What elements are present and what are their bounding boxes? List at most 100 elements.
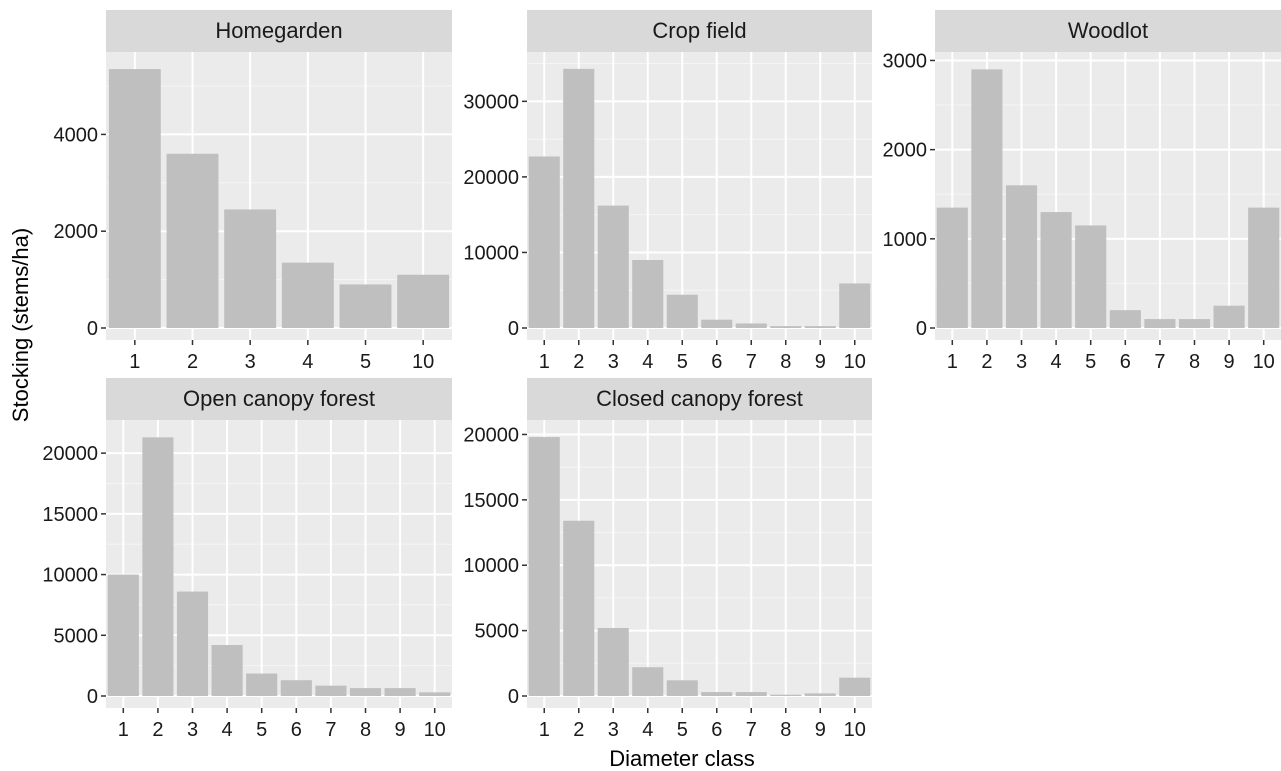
y-tick-label: 20000 [463, 424, 519, 446]
bar [419, 692, 451, 696]
y-tick-label: 10000 [463, 555, 519, 577]
x-tick-label: 4 [642, 719, 653, 741]
bar [1178, 319, 1211, 328]
facet-1: Crop field 0 10000 20000 30000 1 2 3 4 5 6 7 8 9 10 [463, 10, 872, 373]
bar [839, 283, 871, 328]
bar [1248, 207, 1280, 328]
y-tick-label: 2000 [883, 140, 928, 162]
y-tick-label: 15000 [463, 490, 519, 512]
facet-strip [106, 378, 452, 420]
bar [1109, 310, 1141, 328]
facet-2: Woodlot 0 1000 2000 3000 1 2 3 4 5 6 7 8 9 10 [883, 10, 1281, 373]
bar [1213, 305, 1245, 328]
x-tick-label: 7 [746, 719, 757, 741]
x-tick-label: 10 [412, 351, 434, 373]
y-tick-label: 0 [916, 318, 927, 340]
x-tick-label: 1 [539, 719, 550, 741]
x-tick-label: 5 [677, 719, 688, 741]
facet-title: Crop field [652, 18, 746, 43]
bar [528, 437, 560, 696]
facet-3: Open canopy forest 0 5000 10000 15000 20000 1 2… [42, 378, 452, 741]
bar [770, 326, 802, 328]
bar [224, 209, 277, 328]
y-tick-label: 2000 [54, 221, 99, 243]
bar [804, 693, 836, 696]
facet-strip [527, 10, 872, 52]
bar [339, 284, 392, 328]
y-tick-label: 0 [508, 318, 519, 340]
x-tick-label: 5 [1085, 351, 1096, 373]
x-tick-label: 3 [1016, 351, 1027, 373]
x-tick-label: 9 [395, 719, 406, 741]
bar [936, 207, 968, 328]
x-tick-label: 5 [256, 719, 267, 741]
x-tick-label: 3 [245, 351, 256, 373]
x-axis-title: Diameter class [609, 746, 754, 771]
bar [770, 694, 802, 696]
y-tick-label: 0 [87, 318, 98, 340]
bar [1005, 185, 1038, 328]
y-tick-label: 5000 [54, 625, 99, 647]
bar [1144, 319, 1176, 328]
x-tick-label: 7 [325, 719, 336, 741]
bar [280, 680, 312, 696]
y-tick-label: 10000 [42, 565, 98, 587]
bar [211, 645, 243, 696]
x-tick-label: 7 [1154, 351, 1165, 373]
bar [1075, 225, 1107, 328]
x-tick-label: 8 [1189, 351, 1200, 373]
x-tick-label: 7 [746, 351, 757, 373]
x-tick-label: 2 [187, 351, 198, 373]
bar [107, 574, 139, 696]
bar [108, 69, 161, 328]
x-tick-label: 10 [844, 351, 866, 373]
bar [563, 68, 595, 328]
x-tick-label: 5 [360, 351, 371, 373]
x-tick-label: 3 [187, 719, 198, 741]
bar [528, 156, 560, 328]
x-tick-label: 8 [780, 351, 791, 373]
x-tick-label: 1 [118, 719, 129, 741]
bar [735, 692, 767, 696]
bar [166, 153, 219, 328]
x-tick-label: 3 [608, 351, 619, 373]
x-tick-label: 8 [360, 719, 371, 741]
bar [701, 319, 733, 328]
x-tick-label: 2 [573, 351, 584, 373]
facet-title: Homegarden [215, 18, 342, 43]
x-tick-label: 6 [291, 719, 302, 741]
y-tick-label: 0 [508, 686, 519, 708]
y-axis-title: Stocking (stems/ha) [8, 228, 33, 422]
y-tick-label: 0 [87, 686, 98, 708]
x-tick-label: 4 [222, 719, 233, 741]
bar [563, 520, 595, 696]
y-tick-label: 10000 [463, 242, 519, 264]
x-tick-label: 9 [815, 719, 826, 741]
y-tick-label: 1000 [883, 229, 928, 251]
x-tick-label: 6 [1120, 351, 1131, 373]
facet-strip [935, 10, 1281, 52]
facet-strip [527, 378, 872, 420]
bar [666, 680, 698, 696]
facet-strip [106, 10, 452, 52]
y-tick-label: 30000 [463, 91, 519, 113]
x-tick-label: 10 [1253, 351, 1275, 373]
bar [349, 688, 382, 696]
bar [735, 323, 767, 328]
facet-title: Woodlot [1068, 18, 1148, 43]
x-tick-label: 3 [608, 719, 619, 741]
bar [971, 69, 1003, 329]
facet-title: Closed canopy forest [596, 386, 803, 411]
y-tick-label: 20000 [42, 443, 98, 465]
bar [701, 692, 733, 696]
x-tick-label: 4 [642, 351, 653, 373]
x-tick-label: 2 [981, 351, 992, 373]
bar [397, 274, 450, 328]
bar [597, 205, 629, 328]
x-tick-label: 5 [677, 351, 688, 373]
x-tick-label: 4 [1051, 351, 1062, 373]
y-tick-label: 4000 [54, 124, 99, 146]
y-tick-label: 3000 [883, 50, 928, 72]
x-tick-label: 9 [1224, 351, 1235, 373]
y-tick-label: 5000 [475, 621, 520, 643]
